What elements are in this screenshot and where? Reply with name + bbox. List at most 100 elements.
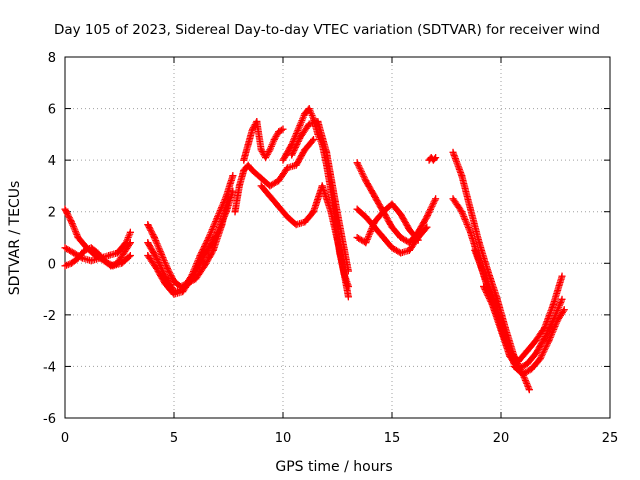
- data-point: [344, 293, 352, 301]
- data-point: [449, 195, 457, 203]
- data-point: [253, 117, 261, 125]
- data-point: [305, 105, 313, 113]
- data-point: [257, 146, 265, 154]
- data-point: [310, 136, 318, 144]
- chart-title: Day 105 of 2023, Sidereal Day-to-day VTE…: [54, 22, 600, 38]
- data-point: [388, 200, 396, 208]
- series-track-6: [144, 187, 237, 298]
- data-point: [340, 270, 348, 278]
- data-point: [296, 133, 304, 141]
- y-tick-label: -4: [43, 360, 56, 375]
- data-point: [388, 223, 396, 231]
- x-tick-label: 10: [275, 431, 292, 446]
- data-point: [558, 295, 566, 303]
- x-tick-label: 20: [493, 431, 510, 446]
- data-point: [235, 182, 243, 190]
- data-point: [528, 365, 536, 373]
- x-tick-label: 0: [61, 431, 69, 446]
- data-point: [523, 360, 531, 368]
- y-tick-label: -2: [43, 309, 56, 324]
- y-tick-label: -6: [43, 412, 56, 427]
- data-point: [519, 370, 527, 378]
- data-point: [397, 249, 405, 257]
- y-tick-label: 8: [48, 51, 56, 66]
- data-point: [279, 125, 287, 133]
- plot-frame: [64, 56, 611, 419]
- data-point: [475, 239, 483, 247]
- data-point: [296, 120, 304, 128]
- data-point: [74, 254, 82, 262]
- data-point: [205, 244, 213, 252]
- data-point: [371, 218, 379, 226]
- data-point: [371, 192, 379, 200]
- data-point: [209, 246, 217, 254]
- data-point: [144, 252, 152, 260]
- data-point: [480, 270, 488, 278]
- data-point: [545, 337, 553, 345]
- data-point: [314, 117, 322, 125]
- data-point: [229, 172, 237, 180]
- x-axis-label: GPS time / hours: [275, 459, 392, 475]
- data-point: [510, 362, 518, 370]
- data-point: [120, 249, 128, 257]
- data-point: [70, 249, 78, 257]
- data-point: [397, 210, 405, 218]
- data-point: [305, 120, 313, 128]
- data-point: [432, 154, 440, 162]
- data-point: [100, 257, 108, 265]
- data-point: [126, 252, 134, 260]
- data-point: [105, 252, 113, 260]
- data-point: [240, 156, 248, 164]
- x-tick-label: 5: [170, 431, 178, 446]
- data-point: [301, 110, 309, 118]
- data-point: [379, 234, 387, 241]
- data-point: [458, 172, 466, 180]
- data-point: [153, 254, 161, 262]
- data-point: [480, 282, 488, 290]
- data-point: [257, 182, 265, 190]
- data-point: [113, 249, 121, 257]
- data-point: [107, 262, 115, 270]
- data-point: [275, 128, 283, 136]
- data-point: [353, 159, 361, 167]
- data-point: [323, 148, 331, 156]
- data-point: [68, 259, 76, 267]
- series-track-5: [144, 172, 237, 296]
- data-point: [87, 244, 95, 252]
- series-track-8: [240, 117, 287, 164]
- series-markers: [240, 118, 287, 164]
- data-point: [344, 282, 352, 290]
- data-point: [179, 288, 187, 296]
- x-tick-label: 15: [384, 431, 401, 446]
- data-point: [379, 208, 387, 216]
- data-point: [283, 164, 291, 172]
- data-point: [362, 239, 370, 247]
- data-point: [266, 146, 274, 154]
- y-tick-label: 2: [48, 206, 56, 221]
- data-point: [87, 257, 95, 265]
- data-point: [423, 223, 431, 231]
- data-point: [275, 203, 283, 211]
- data-point: [248, 125, 256, 133]
- data-point: [344, 267, 352, 275]
- data-point: [549, 301, 557, 309]
- data-point: [560, 306, 568, 314]
- series-track-3: [61, 239, 134, 270]
- data-point: [231, 208, 239, 216]
- data-point: [275, 177, 283, 185]
- x-tick-label: 25: [602, 431, 619, 446]
- data-point: [388, 244, 396, 252]
- data-point: [554, 316, 562, 324]
- data-point: [362, 213, 370, 221]
- data-point: [144, 221, 152, 229]
- data-point: [488, 301, 496, 309]
- data-point: [397, 234, 405, 241]
- data-point: [310, 208, 318, 216]
- data-point: [262, 154, 270, 162]
- data-point: [170, 290, 178, 298]
- data-point: [240, 166, 248, 174]
- data-point: [414, 236, 422, 244]
- data-point: [353, 234, 361, 241]
- series-track-15: [425, 154, 440, 164]
- data-point: [340, 244, 348, 252]
